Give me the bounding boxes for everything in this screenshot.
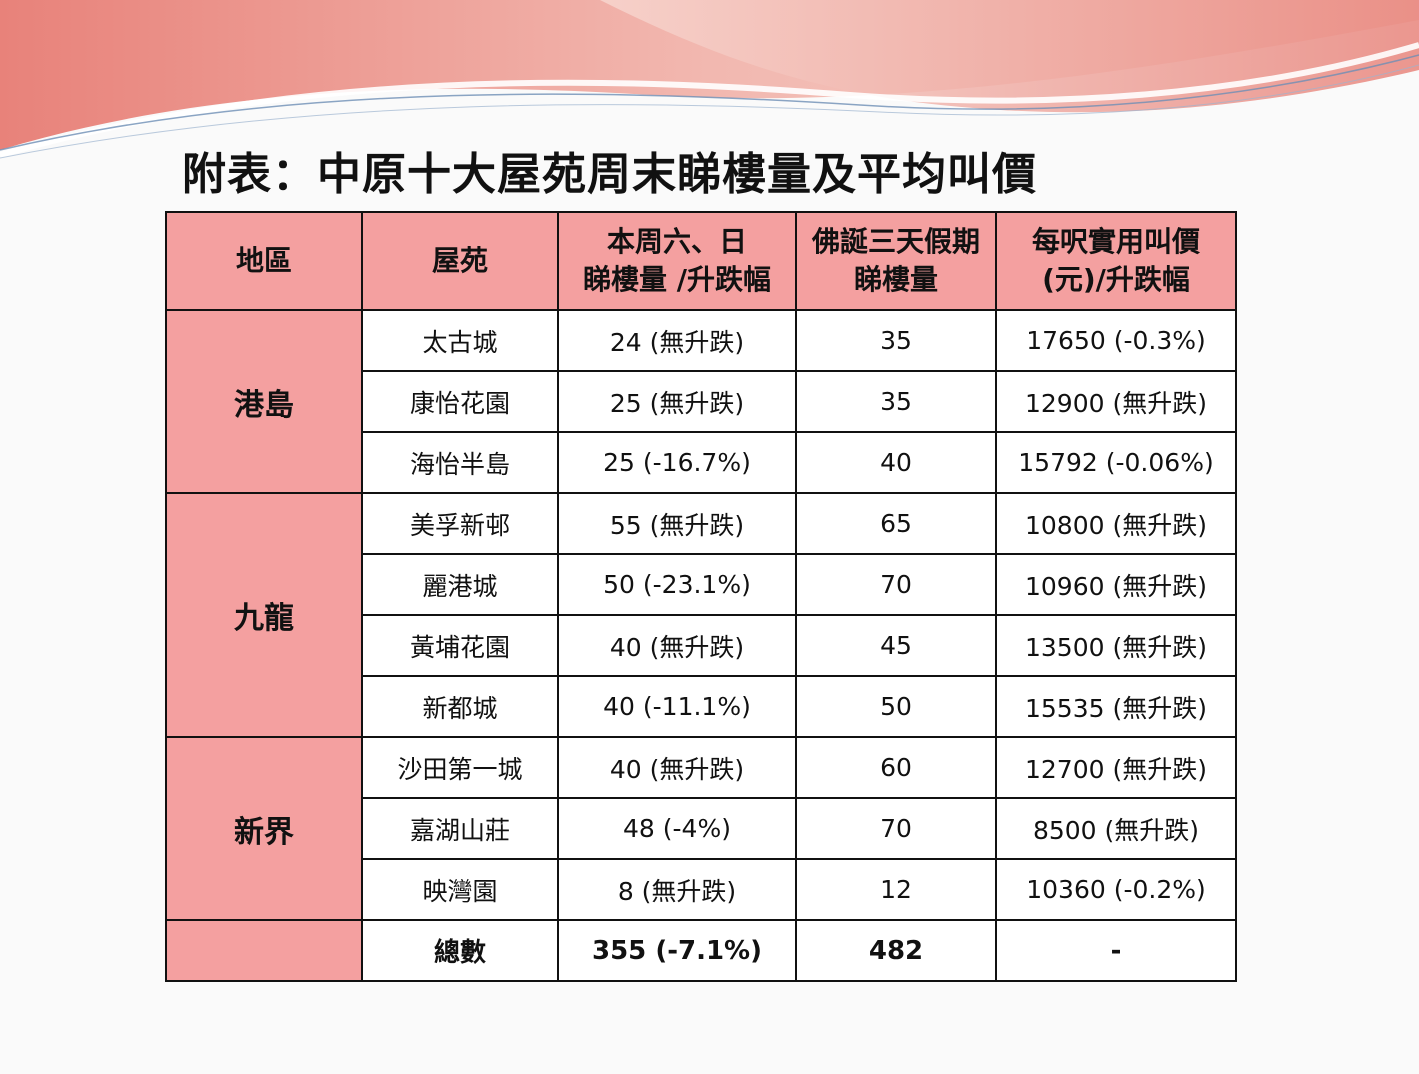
- estate-cell: 映灣園: [361, 858, 559, 921]
- table-row: 映灣園 8 (無升跌) 12 10360 (-0.2%): [166, 858, 1237, 921]
- holiday-cell: 65: [795, 492, 997, 555]
- estate-cell: 新都城: [361, 675, 559, 738]
- estate-cell: 麗港城: [361, 553, 559, 616]
- weekend-cell: 40 (無升跌): [557, 736, 797, 799]
- estate-cell: 嘉湖山莊: [361, 797, 559, 860]
- price-cell: 8500 (無升跌): [995, 797, 1237, 860]
- header-estate: 屋苑: [361, 211, 559, 311]
- estate-cell: 黃埔花園: [361, 614, 559, 677]
- weekend-cell: 25 (-16.7%): [557, 431, 797, 494]
- price-cell: 15535 (無升跌): [995, 675, 1237, 738]
- table-row: 港島 太古城 24 (無升跌) 35 17650 (-0.3%): [165, 309, 1237, 494]
- table-row: 海怡半島 25 (-16.7%) 40 15792 (-0.06%): [166, 431, 1237, 494]
- weekend-cell: 40 (-11.1%): [557, 675, 797, 738]
- weekend-cell: 8 (無升跌): [557, 858, 797, 921]
- weekend-cell: 25 (無升跌): [557, 370, 797, 433]
- page-title: 附表：中原十大屋苑周末睇樓量及平均叫價: [182, 149, 1037, 200]
- holiday-cell: 70: [795, 553, 997, 616]
- table-row: 康怡花園 25 (無升跌) 35 12900 (無升跌): [166, 370, 1237, 433]
- viewing-data-table: 地區 屋苑 本周六、日 睇樓量 /升跌幅 佛誕三天假期 睇樓量 每呎實用叫價 (…: [165, 211, 1237, 982]
- holiday-cell: 60: [795, 736, 997, 799]
- header-holiday-viewings: 佛誕三天假期 睇樓量: [795, 211, 997, 311]
- estate-cell: 美孚新邨: [361, 492, 559, 555]
- price-cell: 10800 (無升跌): [995, 492, 1237, 555]
- total-holiday-cell: 482: [795, 919, 997, 982]
- table-header-row: 地區 屋苑 本周六、日 睇樓量 /升跌幅 佛誕三天假期 睇樓量 每呎實用叫價 (…: [165, 211, 1237, 311]
- table-row: 黃埔花園 40 (無升跌) 45 13500 (無升跌): [166, 614, 1237, 677]
- total-label-cell: 總數: [361, 919, 559, 982]
- holiday-cell: 35: [795, 370, 997, 433]
- holiday-cell: 50: [795, 675, 997, 738]
- table-row: 麗港城 50 (-23.1%) 70 10960 (無升跌): [166, 553, 1237, 616]
- holiday-cell: 70: [795, 797, 997, 860]
- price-cell: 13500 (無升跌): [995, 614, 1237, 677]
- weekend-cell: 24 (無升跌): [557, 309, 797, 372]
- region-cell: 新界: [165, 736, 363, 921]
- holiday-cell: 40: [795, 431, 997, 494]
- table-row: 新界 沙田第一城 40 (無升跌) 60 12700 (無升跌): [165, 736, 1237, 921]
- header-weekend-viewings: 本周六、日 睇樓量 /升跌幅: [557, 211, 797, 311]
- holiday-cell: 45: [795, 614, 997, 677]
- region-cell: 港島: [165, 309, 363, 494]
- estate-cell: 康怡花園: [361, 370, 559, 433]
- total-region-cell: [165, 919, 363, 982]
- total-weekend-cell: 355 (-7.1%): [557, 919, 797, 982]
- table-row: 嘉湖山莊 48 (-4%) 70 8500 (無升跌): [166, 797, 1237, 860]
- price-cell: 10360 (-0.2%): [995, 858, 1237, 921]
- weekend-cell: 55 (無升跌): [557, 492, 797, 555]
- holiday-cell: 12: [795, 858, 997, 921]
- estate-cell: 沙田第一城: [361, 736, 559, 799]
- price-cell: 12900 (無升跌): [995, 370, 1237, 433]
- table-row: 新都城 40 (-11.1%) 50 15535 (無升跌): [166, 675, 1237, 738]
- weekend-cell: 40 (無升跌): [557, 614, 797, 677]
- table-row: 九龍 美孚新邨 55 (無升跌) 65 10800 (無升跌): [165, 492, 1237, 738]
- price-cell: 10960 (無升跌): [995, 553, 1237, 616]
- price-cell: 15792 (-0.06%): [995, 431, 1237, 494]
- price-cell: 17650 (-0.3%): [995, 309, 1237, 372]
- region-cell: 九龍: [165, 492, 363, 738]
- estate-cell: 太古城: [361, 309, 559, 372]
- header-region: 地區: [165, 211, 363, 311]
- header-wave-decoration: [0, 0, 1419, 159]
- header-asking-price: 每呎實用叫價 (元)/升跌幅: [995, 211, 1237, 311]
- estate-cell: 海怡半島: [361, 431, 559, 494]
- total-price-cell: -: [995, 919, 1237, 982]
- weekend-cell: 48 (-4%): [557, 797, 797, 860]
- total-row: 總數 355 (-7.1%) 482 -: [165, 919, 1237, 982]
- price-cell: 12700 (無升跌): [995, 736, 1237, 799]
- weekend-cell: 50 (-23.1%): [557, 553, 797, 616]
- holiday-cell: 35: [795, 309, 997, 372]
